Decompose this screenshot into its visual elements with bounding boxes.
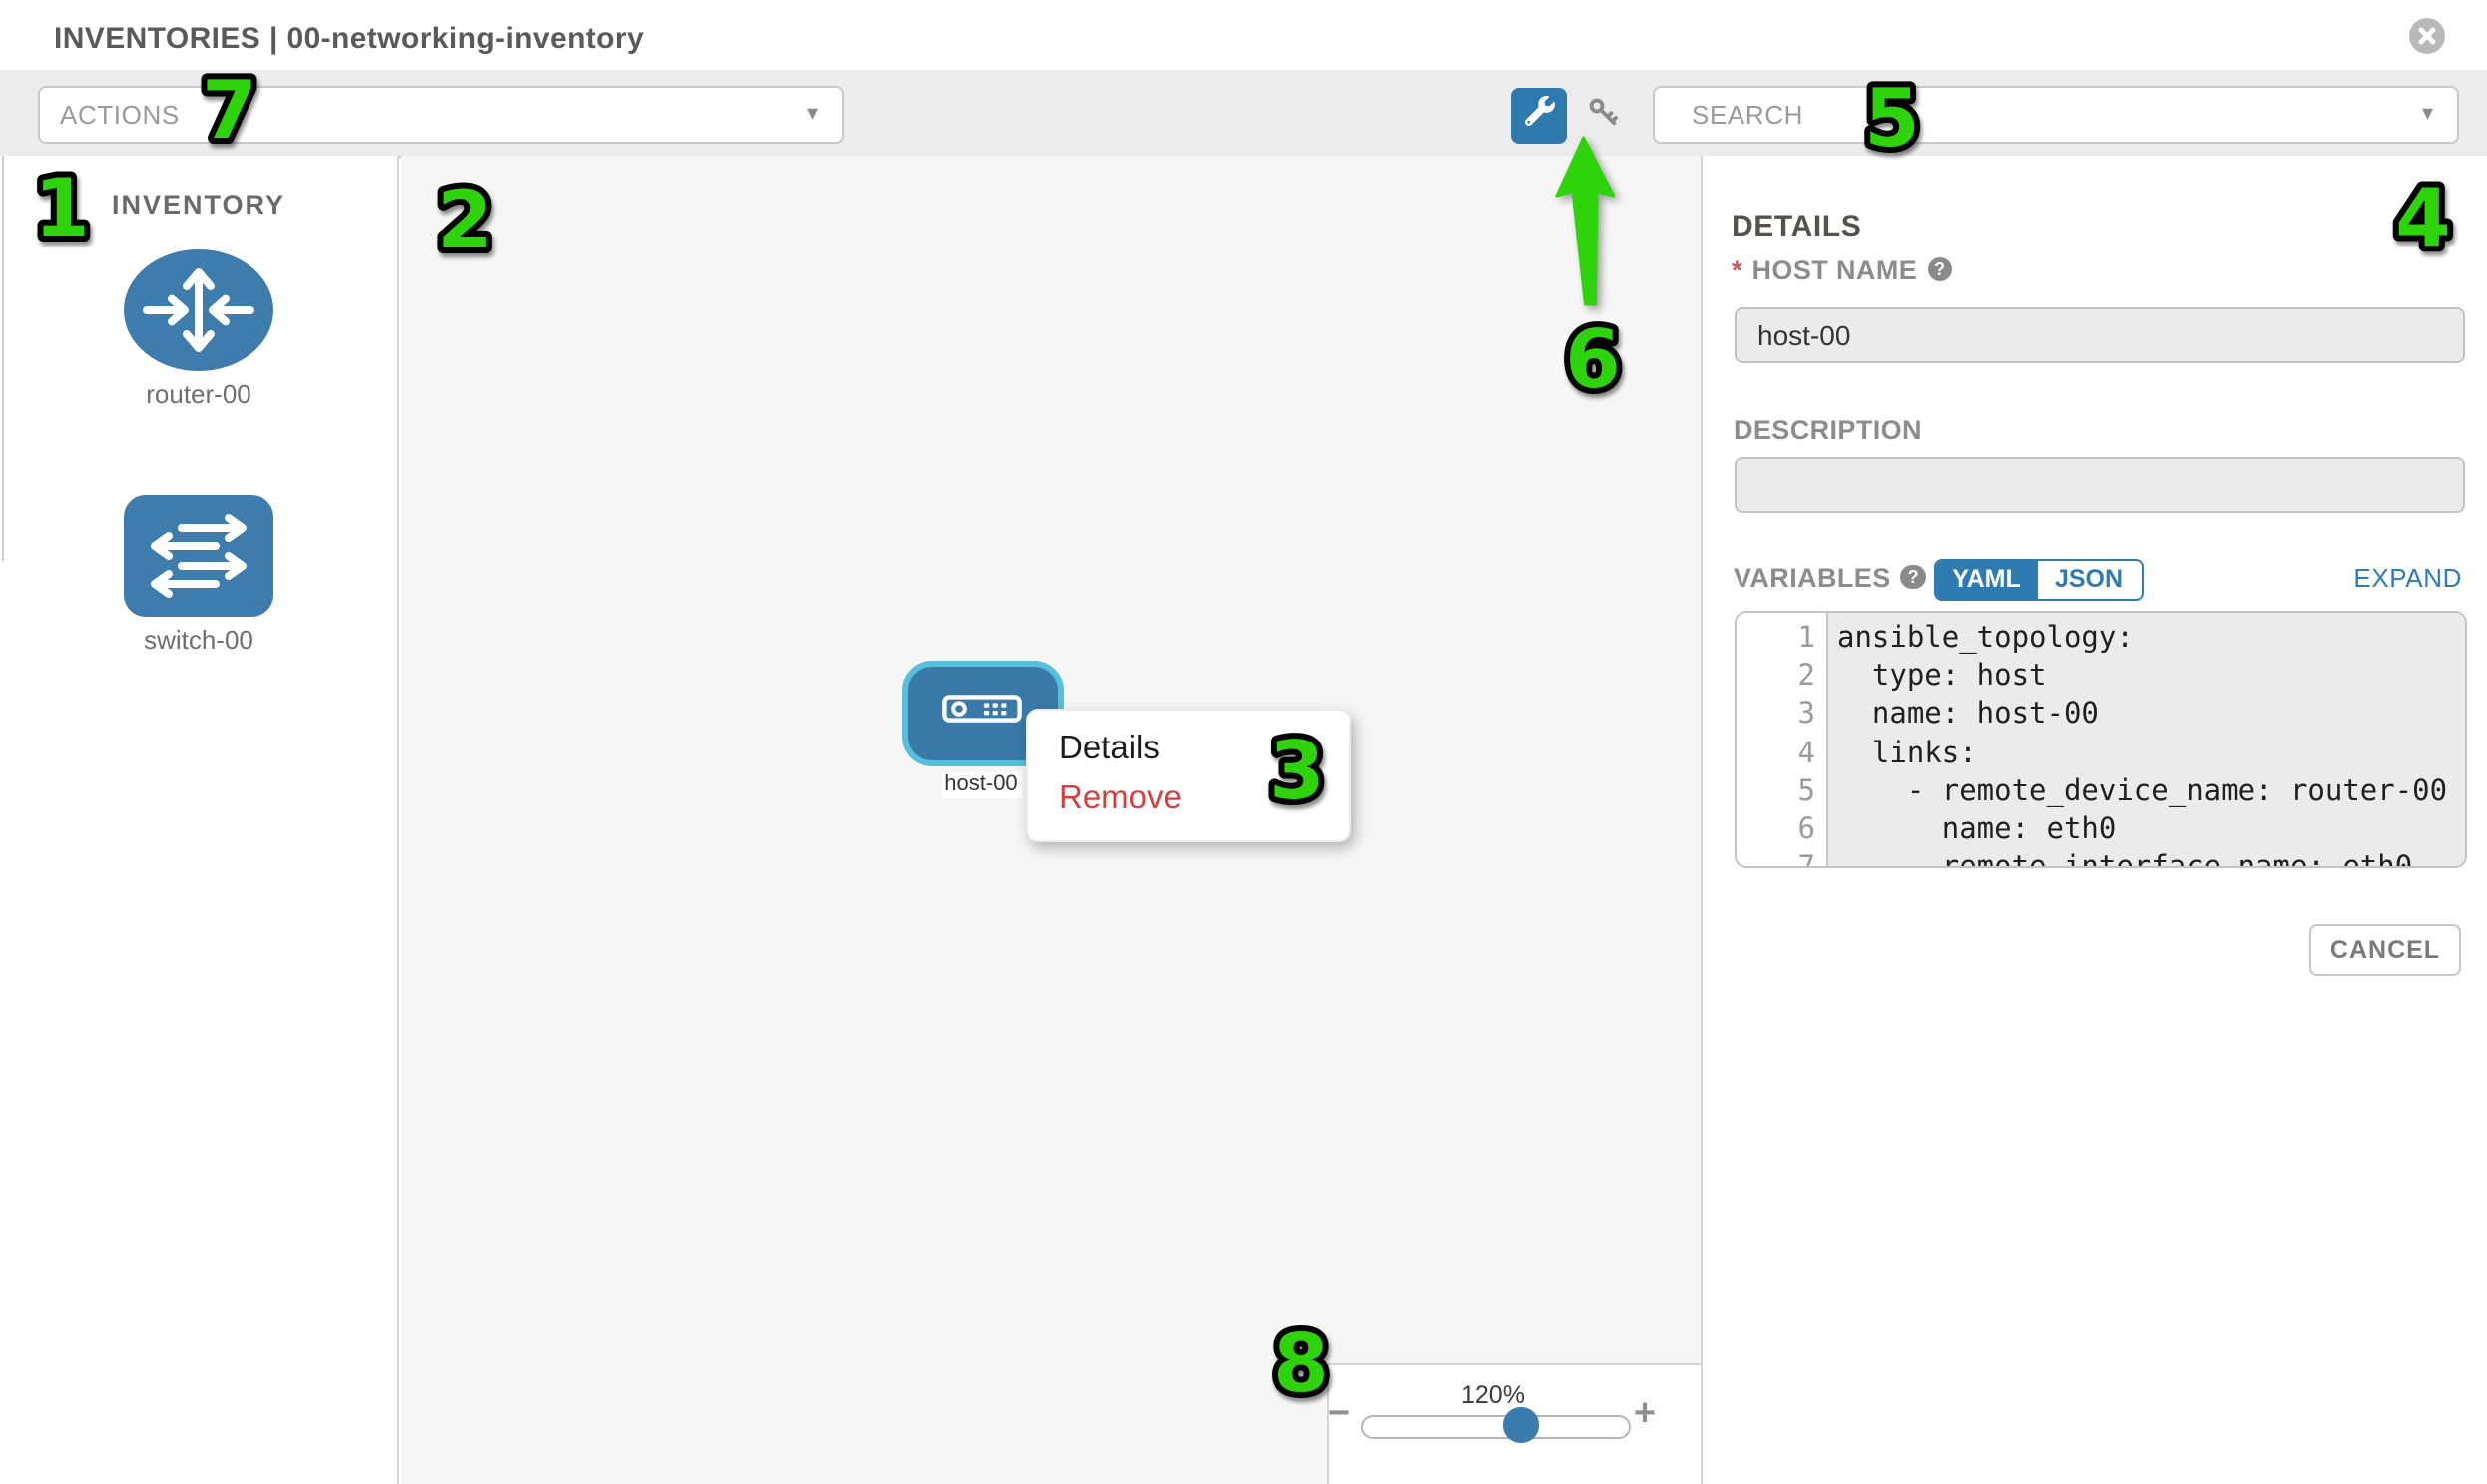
sidebar-title: INVENTORY (111, 190, 285, 220)
sidebar-edge-line (2, 156, 4, 561)
description-input[interactable] (1734, 456, 2464, 513)
variables-format-toggle: YAML JSON (1934, 559, 2143, 601)
search-dropdown-label: SEARCH (1692, 99, 1803, 129)
line-number: 3 (1797, 699, 1815, 732)
page-title: INVENTORIES | 00-networking-inventory (54, 22, 645, 56)
line-number: 4 (1797, 738, 1815, 770)
topology-canvas[interactable]: host-00 Details Remove 120% − + (401, 156, 1703, 1484)
router-label: router-00 (146, 379, 251, 409)
line-number: 1 (1797, 623, 1815, 655)
wrench-icon (1523, 95, 1554, 135)
code-line: - remote_device_name: router-00 (1837, 775, 2448, 808)
code-line: remote_interface_name: eth0 (1837, 850, 2464, 866)
chevron-down-icon: ▾ (2421, 101, 2433, 125)
sidebar-item-router[interactable]: router-00 (0, 249, 397, 409)
details-panel-title: DETAILS (1732, 210, 1862, 244)
context-menu-item-remove[interactable]: Remove (1059, 779, 1182, 815)
line-number: 5 (1797, 775, 1815, 808)
close-icon (2416, 26, 2436, 46)
editor-code-area[interactable]: ansible_topology: type: host name: host-… (1825, 612, 2464, 866)
zoom-level-readout: 120% (1461, 1380, 1525, 1409)
close-button[interactable] (2408, 18, 2444, 54)
actions-dropdown[interactable]: ACTIONS ▾ (38, 85, 844, 143)
zoom-control-panel: 120% − + (1327, 1362, 1701, 1484)
actions-dropdown-label: ACTIONS (60, 99, 180, 129)
switch-label: switch-00 (144, 625, 253, 655)
details-panel: DETAILS * HOST NAME ? DESCRIPTION VARIAB… (1703, 156, 2487, 1484)
page-header: INVENTORIES | 00-networking-inventory (0, 0, 2487, 70)
zoom-slider-track[interactable] (1360, 1407, 1630, 1443)
line-number: 7 (1736, 850, 1825, 866)
code-line: links: (1837, 738, 1977, 770)
line-number: 2 (1797, 661, 1815, 694)
key-button[interactable] (1585, 97, 1621, 134)
editor-gutter: 1 2 3 4 5 6 7 (1736, 612, 1825, 866)
help-icon[interactable]: ? (1900, 564, 1926, 590)
host-node-label: host-00 (941, 771, 1021, 799)
host-name-input[interactable] (1734, 307, 2464, 363)
host-icon (942, 694, 1023, 733)
toggle-yaml[interactable]: YAML (1936, 561, 2037, 599)
toolbar: ACTIONS ▾ SEARCH ▾ (0, 70, 2487, 157)
help-icon[interactable]: ? (1927, 256, 1953, 282)
zoom-in-button[interactable]: + (1633, 1392, 1657, 1435)
code-line: name: host-00 (1837, 699, 2099, 732)
sidebar-item-switch[interactable]: switch-00 (0, 495, 397, 655)
tools-button[interactable] (1511, 87, 1567, 143)
line-number: 6 (1797, 813, 1815, 846)
toggle-json[interactable]: JSON (2037, 561, 2141, 599)
host-name-label-row: * HOST NAME ? (1732, 254, 1953, 284)
description-label: DESCRIPTION (1734, 415, 1922, 445)
key-icon (1585, 93, 1621, 139)
inventory-sidebar: INVENTORY router-00 (0, 156, 399, 1484)
zoom-slider-thumb[interactable] (1503, 1407, 1538, 1443)
variables-label: VARIABLES (1734, 562, 1891, 592)
zoom-out-button[interactable]: − (1327, 1392, 1351, 1435)
variables-label-row: VARIABLES ? (1734, 562, 1926, 592)
context-menu: Details Remove (1025, 709, 1350, 842)
expand-link[interactable]: EXPAND (2353, 563, 2462, 593)
switch-icon (0, 495, 397, 617)
cancel-button[interactable]: CANCEL (2309, 924, 2461, 976)
search-dropdown[interactable]: SEARCH ▾ (1652, 85, 2459, 143)
context-menu-item-details[interactable]: Details (1059, 730, 1160, 765)
variables-code-editor[interactable]: 1 2 3 4 5 6 7 ansible_topology: type: ho… (1734, 610, 2466, 868)
host-name-label: HOST NAME (1751, 254, 1918, 284)
code-line: type: host (1837, 661, 2047, 694)
router-icon (0, 249, 397, 371)
code-line: ansible_topology: (1837, 623, 2134, 655)
code-line: name: eth0 (1837, 813, 2117, 846)
required-asterisk: * (1732, 254, 1742, 284)
chevron-down-icon: ▾ (806, 101, 818, 125)
